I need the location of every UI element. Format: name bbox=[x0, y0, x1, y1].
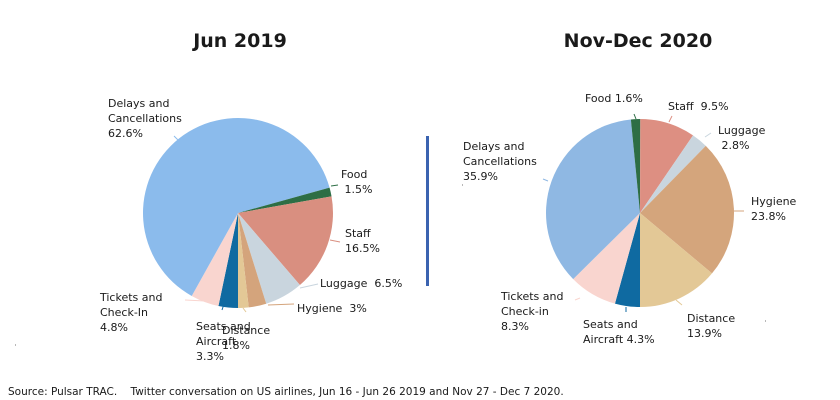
pie-slice-hygiene bbox=[640, 145, 734, 274]
data-label-food: Food 1.5% bbox=[341, 168, 372, 196]
artifact-dot bbox=[15, 344, 16, 346]
source-footnote: Source: Pulsar TRAC. Twitter conversatio… bbox=[8, 386, 564, 398]
pie-slice-luggage bbox=[640, 135, 706, 213]
data-label-food: Food 1.6% bbox=[585, 92, 643, 105]
leader-line bbox=[267, 303, 295, 306]
data-label-hygiene: Hygiene 23.8% bbox=[751, 195, 797, 223]
pie-slice-seats-and-aircraft bbox=[218, 213, 238, 308]
data-label-delays-and-cancellations: Delays and Cancellations 62.6% bbox=[108, 97, 182, 140]
chart-title-jun-2019: Jun 2019 bbox=[193, 30, 287, 52]
pie-slice-staff bbox=[238, 196, 333, 286]
pie-slice-luggage bbox=[238, 213, 300, 304]
pie-slice-food bbox=[238, 187, 332, 213]
leader-line bbox=[330, 184, 339, 187]
pie-slice-food bbox=[630, 118, 641, 213]
data-label-distance: Distance 13.9% bbox=[687, 312, 735, 340]
pie-slice-tickets-and-check-in bbox=[191, 213, 238, 306]
pie-slice-delays-and-cancellations bbox=[142, 117, 330, 296]
data-label-staff: Staff 9.5% bbox=[668, 100, 729, 113]
artifact-dot bbox=[462, 184, 463, 186]
leader-line bbox=[242, 307, 247, 313]
data-label-distance: Distance 1.8% bbox=[222, 324, 270, 352]
leader-line bbox=[329, 239, 341, 243]
leader-line bbox=[704, 132, 712, 138]
data-label-delays-and-cancellations: Delays and Cancellations 35.9% bbox=[463, 140, 537, 183]
pie-slice-delays-and-cancellations bbox=[545, 119, 640, 280]
data-label-luggage: Luggage 6.5% bbox=[320, 277, 402, 290]
leader-line bbox=[633, 113, 637, 120]
pie-slice-distance bbox=[238, 213, 249, 308]
data-label-tickets-and-check-in: Tickets and Check-in 8.3% bbox=[500, 290, 563, 333]
leader-line bbox=[221, 303, 225, 311]
data-label-seats-and-aircraft: Seats and Aircraft 4.3% bbox=[583, 318, 655, 346]
pie-slice-seats-and-aircraft bbox=[614, 213, 640, 307]
chart-title-nov-dec-2020: Nov-Dec 2020 bbox=[563, 30, 713, 52]
leader-line bbox=[675, 299, 683, 306]
pie-jun-2019: Seats and Aircraft 3.3% Tickets and Check-In… bbox=[99, 97, 402, 363]
leader-line bbox=[668, 115, 673, 123]
pie-slice-hygiene bbox=[238, 213, 267, 308]
leader-line bbox=[574, 297, 581, 301]
pie-slice-tickets-and-check-in bbox=[573, 213, 640, 304]
divider-line bbox=[426, 136, 429, 286]
pie-nov-dec-2020: Seats and Aircraft 4.3% Tickets and Check-i… bbox=[463, 92, 797, 346]
artifact-dot bbox=[765, 320, 766, 322]
pie-slice-staff bbox=[640, 119, 694, 213]
pie-slice-distance bbox=[640, 213, 712, 307]
leader-line bbox=[184, 299, 206, 302]
data-label-hygiene: Hygiene 3% bbox=[297, 302, 367, 315]
leader-line bbox=[173, 135, 179, 141]
data-label-staff: Staff 16.5% bbox=[345, 227, 380, 255]
leader-line bbox=[299, 283, 319, 289]
data-label-luggage: Luggage 2.8% bbox=[718, 124, 766, 152]
data-label-tickets-and-check-in: Tickets and Check-In 4.8% bbox=[99, 291, 162, 334]
leader-line bbox=[542, 178, 549, 182]
data-label-seats-and-aircraft: Seats and Aircraft 3.3% bbox=[196, 320, 251, 363]
